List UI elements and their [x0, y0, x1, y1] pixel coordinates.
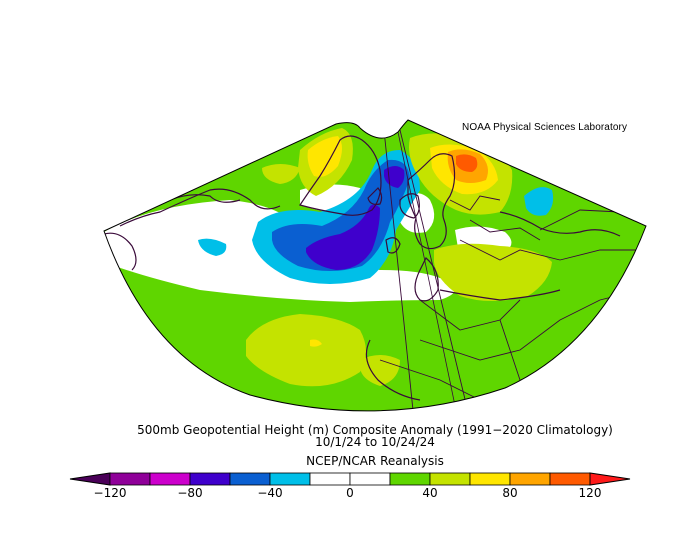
map-domain-border [103, 119, 647, 412]
meridians [397, 131, 459, 411]
colorbar-swatch [429, 472, 471, 486]
colorbar-tick-label: −40 [257, 486, 283, 500]
political-borders [379, 129, 641, 411]
credit-label: NOAA Physical Sciences Laboratory [462, 122, 628, 133]
colorbar-tick-label: 0 [346, 486, 354, 500]
colorbar-swatch [309, 472, 351, 486]
anomaly-fill-100-120 [456, 154, 478, 172]
colorbar-tick-label: 120 [578, 486, 602, 500]
colorbar-tick-label: −80 [177, 486, 203, 500]
anomaly-fill-neg-60-80 [306, 204, 380, 270]
colorbar-swatch [349, 472, 391, 486]
colorbar-swatch [509, 472, 551, 486]
anomaly-fill-neg-40-60 [272, 159, 410, 271]
colorbar-swatch [549, 472, 591, 486]
colorbar [69, 472, 631, 486]
colorbar-under-arrow [69, 472, 111, 486]
colorbar-swatch [189, 472, 231, 486]
colorbar-swatch [149, 472, 191, 486]
anomaly-fill-40-60 [262, 164, 300, 184]
date-range: 10/1/24 to 10/24/24 [315, 435, 435, 449]
colorbar-swatch [469, 472, 511, 486]
colorbar-tick-label: −120 [93, 486, 127, 500]
map-title: 500mb Geopotential Height (m) Composite … [137, 423, 613, 437]
colorbar-swatch [389, 472, 431, 486]
dataset-label: NCEP/NCAR Reanalysis [306, 454, 444, 468]
colorbar-tick-label: 40 [422, 486, 438, 500]
colorbar-swatch [269, 472, 311, 486]
coastlines [104, 135, 621, 401]
colorbar-tick-label: 80 [502, 486, 518, 500]
anomaly-fill-60-80 [307, 136, 342, 177]
colorbar-swatch [229, 472, 271, 486]
anomaly-map [103, 119, 647, 412]
colorbar-over-arrow [589, 472, 631, 486]
colorbar-swatch [109, 472, 151, 486]
